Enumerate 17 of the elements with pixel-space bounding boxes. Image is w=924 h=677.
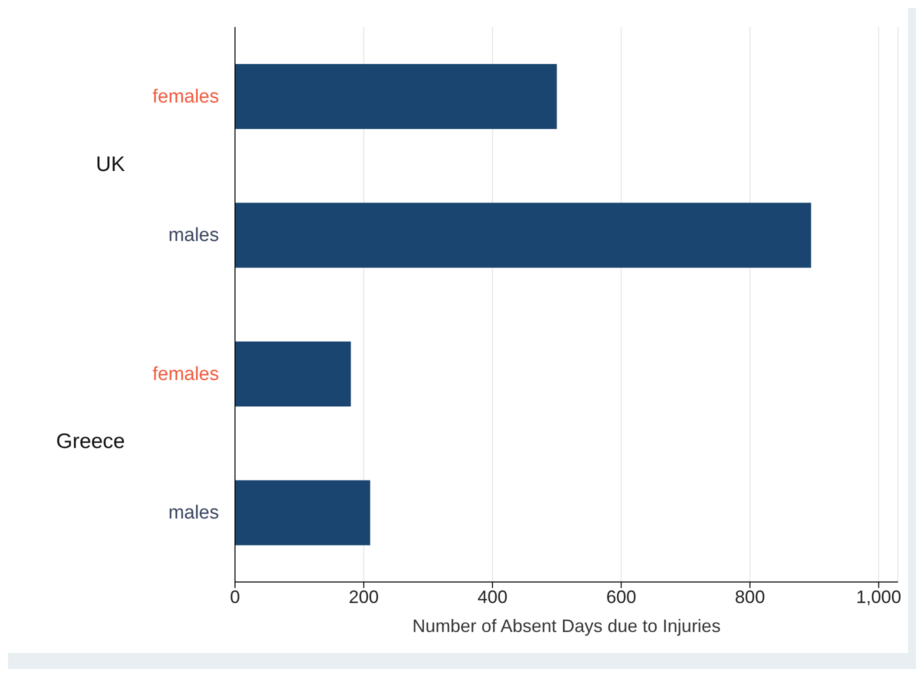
x-tick-label: 600 [606,586,636,607]
y-tick-label: males [168,502,219,524]
y-tick-label: females [152,86,219,108]
x-tick-label: 400 [477,586,508,607]
text: Greece [56,430,125,454]
y-tick-label: females [152,364,219,385]
bar [235,202,812,268]
x-tick-label: 1,000 [856,586,902,607]
bar [235,480,370,546]
bar [235,342,351,406]
x-tick-label: 0 [230,586,240,607]
x-tick-label: 200 [348,586,379,607]
x-axis-title: Number of Absent Days due to Injuries [412,616,721,636]
y-tick-label: males [168,225,219,246]
bar [235,64,557,129]
text: UK [96,152,125,177]
x-tick-label: 800 [734,586,765,607]
